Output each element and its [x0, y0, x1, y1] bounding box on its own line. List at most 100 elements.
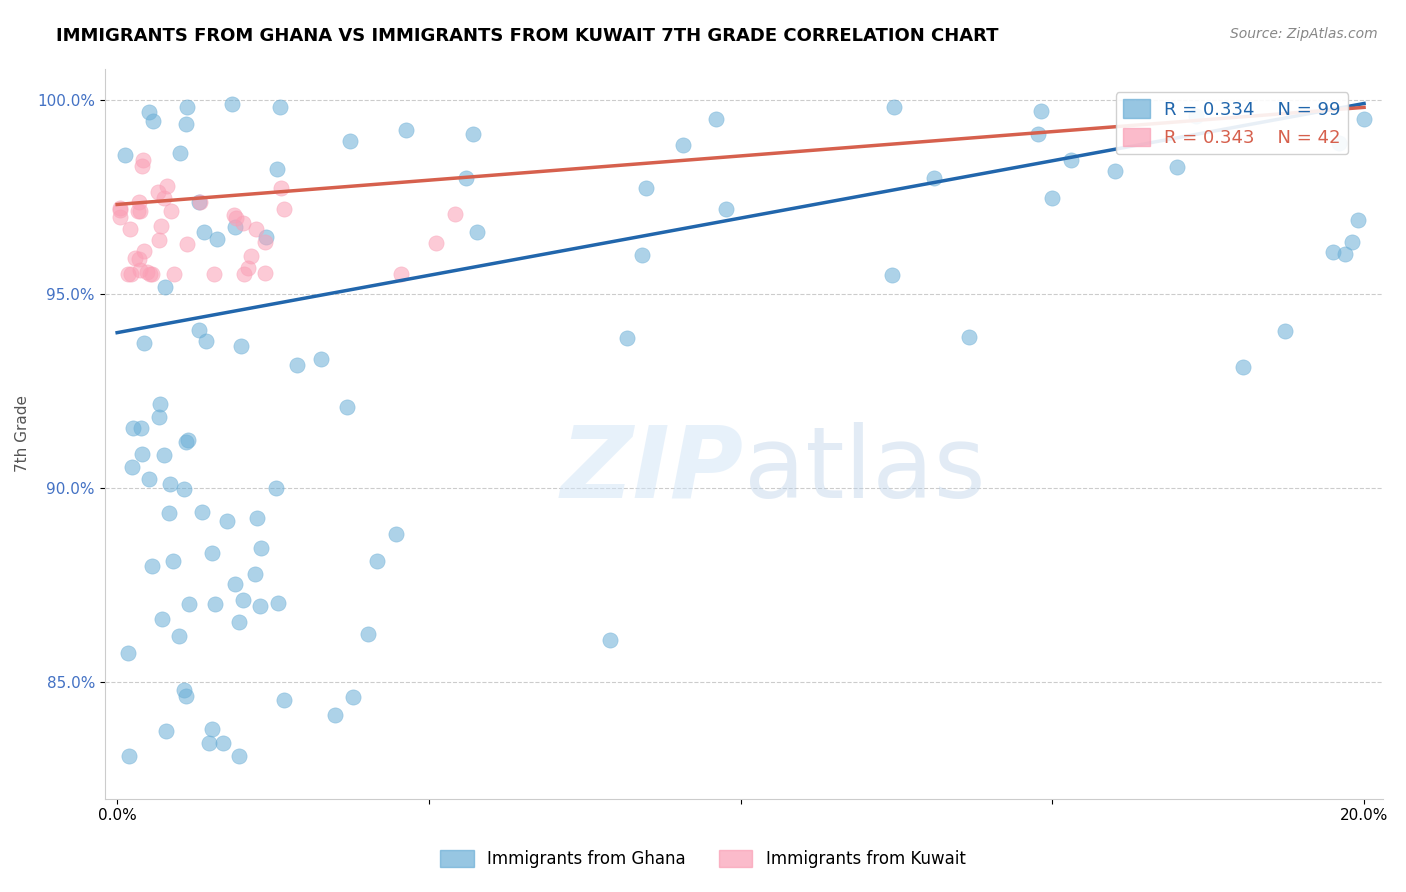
- Point: [141, 559, 163, 574]
- Point: [173, 482, 195, 496]
- Point: [228, 615, 250, 630]
- Point: [132, 335, 155, 350]
- Point: [142, 114, 165, 128]
- Point: [465, 226, 488, 240]
- Point: [110, 210, 132, 224]
- Point: [138, 105, 160, 120]
- Point: [134, 244, 156, 258]
- Text: atlas: atlas: [744, 422, 986, 518]
- Point: [205, 232, 228, 246]
- Point: [127, 203, 149, 218]
- Y-axis label: 7th Grade: 7th Grade: [15, 395, 30, 472]
- Point: [1322, 245, 1344, 260]
- Point: [1060, 153, 1083, 168]
- Point: [616, 331, 638, 345]
- Point: [224, 219, 246, 234]
- Point: [706, 112, 728, 126]
- Point: [132, 153, 155, 167]
- Point: [212, 736, 235, 750]
- Point: [176, 100, 198, 114]
- Point: [339, 135, 361, 149]
- Point: [1185, 109, 1208, 123]
- Point: [342, 690, 364, 704]
- Point: [148, 410, 170, 425]
- Point: [159, 477, 181, 491]
- Point: [634, 181, 657, 195]
- Point: [110, 202, 132, 217]
- Point: [204, 597, 226, 611]
- Point: [309, 351, 332, 366]
- Point: [188, 323, 211, 337]
- Point: [461, 128, 484, 142]
- Point: [138, 472, 160, 486]
- Point: [250, 541, 273, 555]
- Point: [149, 397, 172, 411]
- Point: [253, 266, 276, 280]
- Point: [217, 514, 239, 528]
- Point: [131, 447, 153, 461]
- Point: [118, 749, 141, 764]
- Point: [425, 236, 447, 251]
- Point: [122, 421, 145, 435]
- Point: [152, 190, 174, 204]
- Point: [232, 593, 254, 607]
- Point: [325, 708, 347, 723]
- Point: [190, 194, 212, 209]
- Point: [201, 722, 224, 736]
- Point: [253, 235, 276, 249]
- Point: [224, 208, 246, 222]
- Point: [1031, 103, 1053, 118]
- Point: [266, 161, 288, 176]
- Point: [1334, 246, 1357, 260]
- Point: [1347, 213, 1369, 227]
- Point: [269, 100, 291, 114]
- Point: [173, 683, 195, 698]
- Point: [336, 401, 359, 415]
- Point: [385, 527, 408, 541]
- Point: [128, 194, 150, 209]
- Point: [139, 268, 162, 282]
- Point: [136, 265, 159, 279]
- Point: [243, 567, 266, 582]
- Point: [443, 206, 465, 220]
- Point: [187, 194, 209, 209]
- Point: [285, 359, 308, 373]
- Point: [110, 202, 132, 216]
- Point: [163, 268, 186, 282]
- Point: [167, 630, 190, 644]
- Point: [1026, 127, 1049, 141]
- Point: [254, 229, 277, 244]
- Point: [1340, 235, 1362, 249]
- Point: [179, 597, 201, 611]
- Point: [150, 219, 173, 233]
- Point: [155, 724, 177, 739]
- Point: [1274, 324, 1296, 338]
- Point: [148, 233, 170, 247]
- Point: [231, 339, 253, 353]
- Legend: R = 0.334    N = 99, R = 0.343    N = 42: R = 0.334 N = 99, R = 0.343 N = 42: [1116, 92, 1348, 154]
- Point: [191, 505, 214, 519]
- Point: [232, 268, 254, 282]
- Point: [197, 736, 219, 750]
- Point: [273, 692, 295, 706]
- Point: [141, 268, 163, 282]
- Point: [264, 481, 287, 495]
- Point: [156, 179, 179, 194]
- Point: [599, 632, 621, 647]
- Point: [672, 138, 695, 153]
- Point: [240, 249, 263, 263]
- Point: [128, 252, 150, 266]
- Point: [160, 204, 183, 219]
- Point: [394, 123, 416, 137]
- Point: [232, 216, 254, 230]
- Point: [176, 689, 198, 703]
- Point: [117, 268, 139, 282]
- Point: [1040, 192, 1063, 206]
- Point: [224, 576, 246, 591]
- Point: [129, 421, 152, 435]
- Point: [114, 147, 136, 161]
- Text: IMMIGRANTS FROM GHANA VS IMMIGRANTS FROM KUWAIT 7TH GRADE CORRELATION CHART: IMMIGRANTS FROM GHANA VS IMMIGRANTS FROM…: [56, 27, 998, 45]
- Point: [270, 181, 292, 195]
- Point: [150, 611, 173, 625]
- Point: [153, 280, 176, 294]
